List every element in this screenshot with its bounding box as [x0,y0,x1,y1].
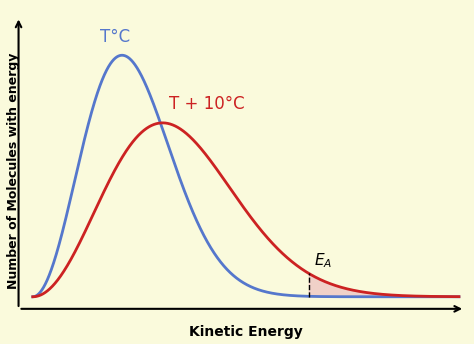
Text: T + 10°C: T + 10°C [169,95,245,113]
Text: Number of Molecules with energy: Number of Molecules with energy [7,53,20,289]
Text: T°C: T°C [100,28,130,46]
Text: Kinetic Energy: Kinetic Energy [189,324,303,338]
Text: $E_A$: $E_A$ [314,251,332,270]
